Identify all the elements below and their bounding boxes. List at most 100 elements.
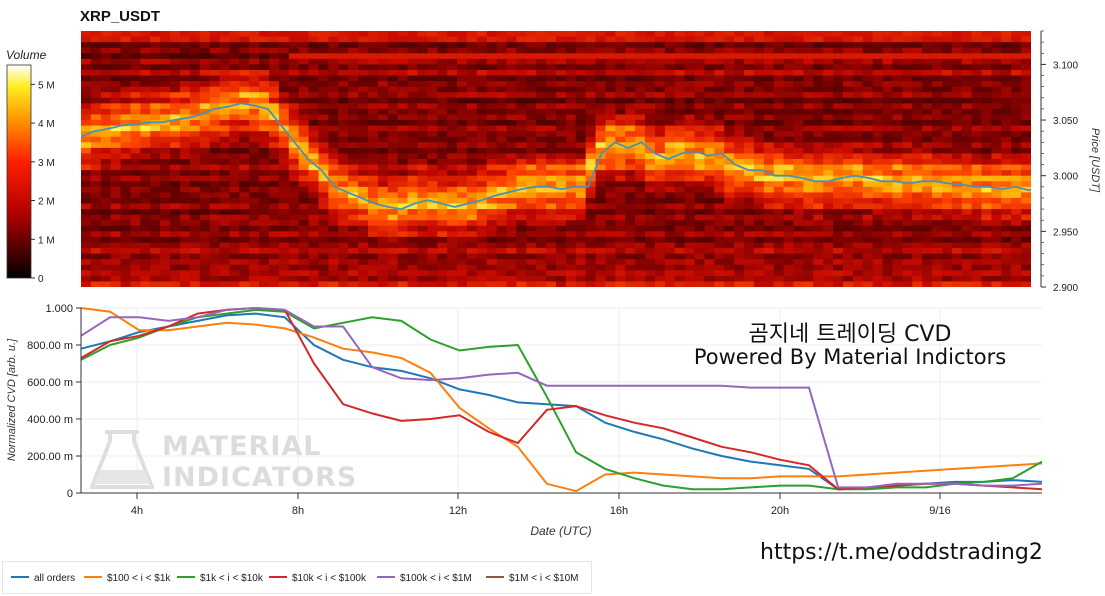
heatmap-cell [526,131,537,138]
heatmap-cell [803,170,814,177]
heatmap-cell [130,125,141,132]
heatmap-cell [239,136,250,143]
heatmap-cell [407,214,419,221]
heatmap-cell [496,153,508,160]
heatmap-cell [476,47,488,54]
legend-item[interactable]: $100 < i < $1k [84,573,170,584]
heatmap-cell [872,175,884,182]
heatmap-cell [367,220,379,227]
legend-item[interactable]: all orders [11,573,75,584]
heatmap-cell [516,125,527,132]
heatmap-cell [951,64,963,71]
heatmap-cell [892,270,903,277]
heatmap-cell [773,264,785,271]
heatmap-cell [793,86,804,93]
heatmap-cell [199,31,211,38]
heatmap-cell [189,236,201,244]
heatmap-cell [298,170,310,177]
legend-label: $1M < i < $10M [509,573,579,584]
heatmap-cell [367,58,379,65]
heatmap-cell [704,108,715,116]
legend-item[interactable]: $1k < i < $10k [177,573,263,584]
heatmap-cell [249,136,260,143]
heatmap-cell [407,108,419,116]
heatmap-cell [81,236,92,244]
heatmap-cell [813,136,824,143]
heatmap-cell [753,53,765,60]
heatmap-cell [219,236,231,244]
heatmap-cell [358,231,369,238]
heatmap-cell [130,31,141,38]
heatmap-cell [338,253,349,260]
heatmap-cell [209,69,221,77]
heatmap-cell [160,203,171,210]
heatmap-cell [1011,58,1022,65]
heatmap-cell [367,214,379,221]
heatmap-cell [803,270,814,277]
legend-item[interactable]: $10k < i < $100k [269,573,366,584]
heatmap-cell [407,103,419,110]
heatmap-cell [1001,225,1012,232]
heatmap-cell [457,75,468,82]
heatmap-cell [734,86,745,93]
heatmap-cell [882,64,894,71]
heatmap-cell [546,248,557,255]
heatmap-cell [734,275,745,283]
heatmap-cell [269,164,280,171]
heatmap-cell [308,47,320,54]
heatmap-cell [447,69,458,77]
heatmap-cell [971,214,983,221]
heatmap-cell [833,281,844,287]
heatmap-cell [170,209,181,216]
heatmap-cell [348,248,359,255]
heatmap-cell [684,58,696,65]
heatmap-cell [140,31,151,38]
heatmap-cell [358,203,369,210]
heatmap-cell [249,242,260,249]
heatmap-cell [288,64,300,71]
heatmap-cell [387,209,399,216]
heatmap-cell [991,131,1002,138]
heatmap-cell [269,186,280,193]
heatmap-cell [981,242,993,249]
legend-item[interactable]: $1M < i < $10M [486,573,578,584]
heatmap-cell [81,147,92,155]
heatmap-cell [506,214,518,221]
heatmap-cell [902,225,913,232]
heatmap-cell [130,209,141,216]
heatmap-cell [526,120,537,127]
heatmap-cell [110,225,122,232]
heatmap-cell [367,114,379,121]
heatmap-cell [150,203,161,210]
heatmap-cell [793,259,804,266]
heatmap-cell [892,120,903,127]
telegram-link[interactable]: https://t.me/oddstrading2 [760,540,1043,565]
heatmap-cell [813,275,824,283]
heatmap-cell [971,248,983,255]
heatmap-cell [298,142,310,149]
heatmap-cell [377,259,389,266]
legend-item[interactable]: $100k < i < $1M [377,573,472,584]
heatmap-cell [645,31,656,38]
heatmap-cell [645,64,656,71]
heatmap-cell [239,270,250,277]
heatmap-cell [971,242,983,249]
heatmap-cell [852,97,864,104]
heatmap-cell [862,136,874,143]
heatmap-cell [476,242,488,249]
heatmap-cell [278,58,290,65]
heatmap-cell [872,197,884,205]
heatmap-cell [417,136,428,143]
heatmap-cell [160,81,171,88]
heatmap-cell [278,131,290,138]
heatmap-cell [872,253,884,260]
heatmap-cell [981,64,993,71]
heatmap-cell [664,270,676,277]
heatmap-cell [664,142,676,149]
colorbar-title: Volume [6,48,47,62]
heatmap-cell [1001,142,1012,149]
heatmap-cell [447,270,458,277]
heatmap-cell [813,103,824,110]
heatmap-cell [674,197,686,205]
heatmap-cell [179,53,191,60]
